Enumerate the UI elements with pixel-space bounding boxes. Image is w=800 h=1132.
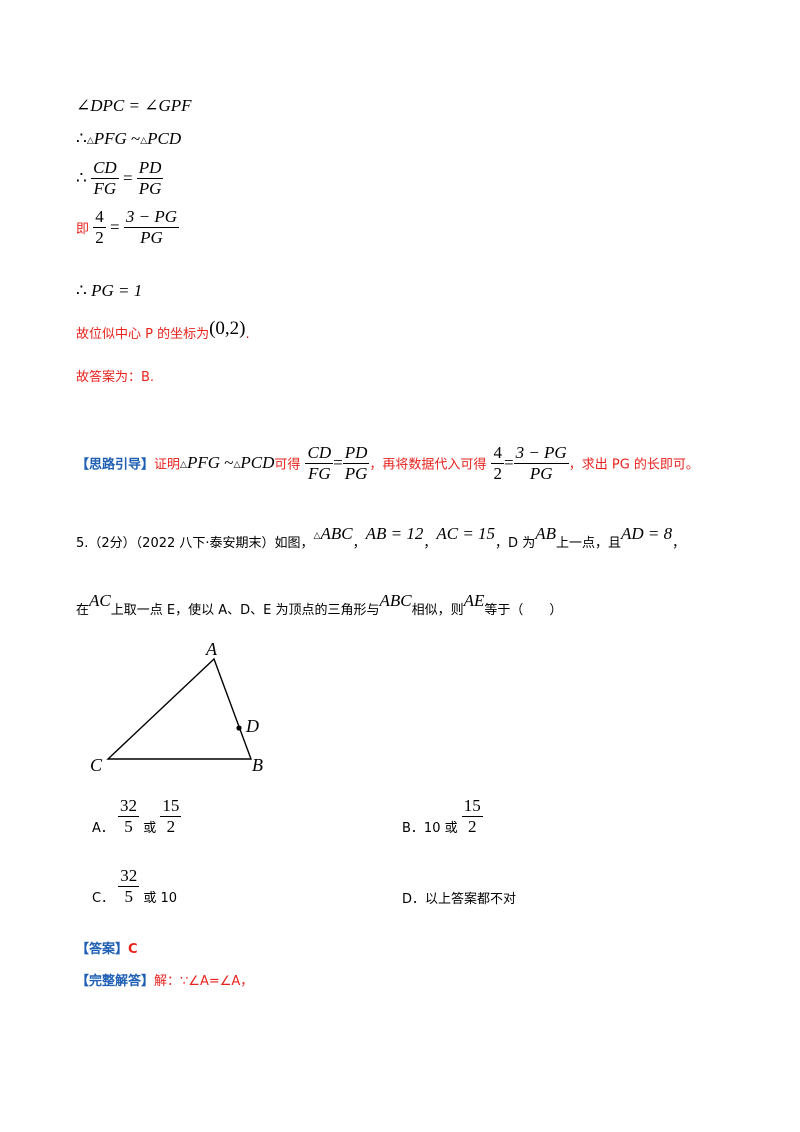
label-d: D bbox=[245, 716, 259, 736]
triangle-icon: △ bbox=[140, 135, 148, 145]
label-c: C bbox=[90, 755, 103, 775]
question-line-1: 5.（2分）（2022 八下·泰安期末）如图，△ABC，AB = 12，AC =… bbox=[76, 524, 686, 551]
question-line-2: 在AC上取一点 E，使以 A、D、E 为顶点的三角形与ABC相似，则AE等于（ … bbox=[76, 591, 563, 618]
option-a[interactable]: A． 32 5 或 15 2 bbox=[92, 796, 182, 837]
equation-angle: ∠DPC = ∠GPF bbox=[76, 96, 192, 115]
full-solution-line: 【完整解答】解：∵∠A=∠A， bbox=[76, 974, 254, 989]
triangle-figure: A D C B bbox=[90, 639, 263, 775]
label-b: B bbox=[252, 755, 263, 775]
equation-similar: ∴△PFG ~△PCD bbox=[76, 129, 182, 148]
triangle-icon: △ bbox=[86, 135, 94, 145]
option-d[interactable]: D．以上答案都不对 bbox=[402, 892, 517, 907]
triangle-abc bbox=[106, 657, 253, 760]
option-c[interactable]: C． 32 5 或 10 bbox=[92, 866, 178, 907]
point-d bbox=[236, 725, 242, 731]
equation-result: ∴ PG = 1 bbox=[76, 281, 143, 300]
hint-line: 【思路引导】证明△PFG ~△PCD可得 CD FG = PD PG ，再将数据代入可得 … bbox=[76, 443, 699, 483]
center-coordinate: 故位似中心 P 的坐标为(0,2). bbox=[76, 318, 250, 342]
answer-line: 【答案】C bbox=[76, 942, 138, 957]
option-b[interactable]: B．10 或 15 2 bbox=[402, 796, 483, 837]
label-a: A bbox=[205, 639, 218, 659]
equation-ratio: ∴ CD FG = PD PG bbox=[76, 158, 164, 198]
previous-answer: 故答案为：B. bbox=[76, 370, 155, 385]
